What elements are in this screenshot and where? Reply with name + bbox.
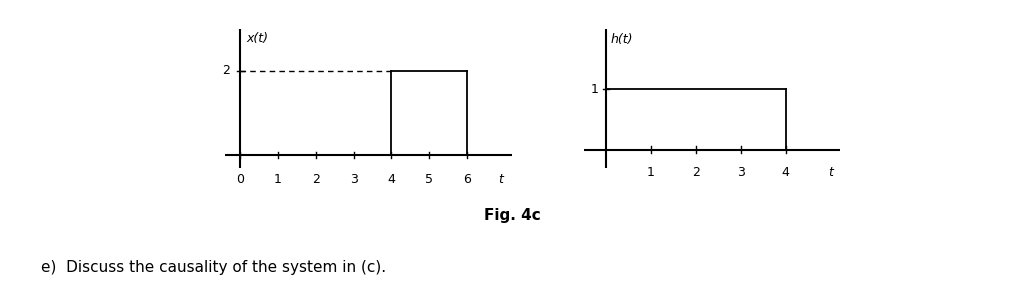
Text: t: t: [828, 166, 834, 179]
Text: 1: 1: [647, 166, 655, 179]
Text: 2: 2: [692, 166, 699, 179]
Text: Fig. 4c: Fig. 4c: [483, 208, 541, 223]
Text: 3: 3: [737, 166, 744, 179]
Text: 3: 3: [349, 173, 357, 186]
Text: h(t): h(t): [610, 33, 633, 46]
Text: 0: 0: [237, 173, 245, 186]
Text: e)  Discuss the causality of the system in (c).: e) Discuss the causality of the system i…: [41, 260, 386, 275]
Text: 4: 4: [782, 166, 790, 179]
Text: 4: 4: [387, 173, 395, 186]
Text: 2: 2: [312, 173, 319, 186]
Text: 1: 1: [274, 173, 282, 186]
Text: 6: 6: [463, 173, 471, 186]
Text: x(t): x(t): [246, 32, 268, 45]
Text: 1: 1: [590, 83, 598, 96]
Text: 5: 5: [425, 173, 433, 186]
Text: t: t: [499, 173, 503, 186]
Text: 2: 2: [222, 64, 229, 77]
